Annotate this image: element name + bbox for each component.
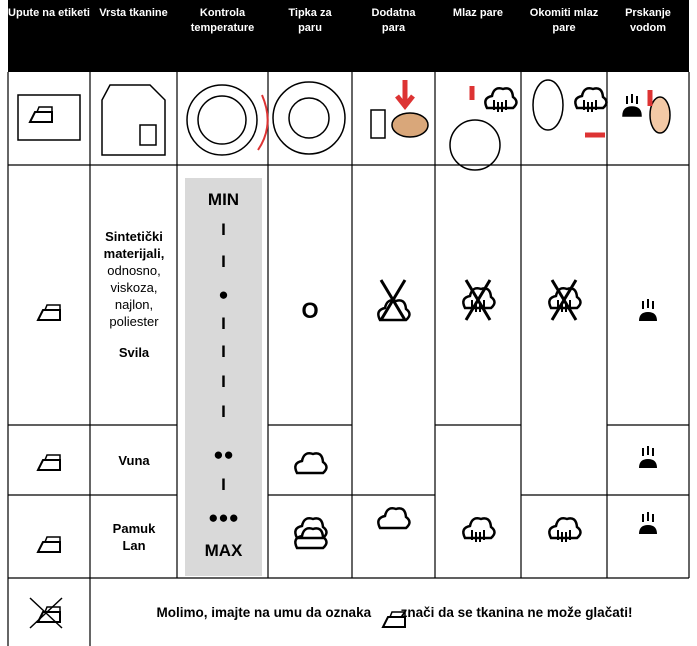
header: Mlaz pare: [452, 7, 504, 19]
header: Vrsta tkanine: [99, 7, 168, 19]
fabric: Vuna: [118, 453, 150, 468]
spray: [638, 298, 658, 322]
note-text: znači da se tkanina ne može glačati!: [400, 605, 633, 620]
iron-no-cross: [29, 597, 63, 629]
header: Tipka za paru: [288, 7, 332, 34]
spray: [638, 445, 658, 469]
scale-mark: I: [221, 220, 226, 239]
header-bg: [8, 0, 689, 72]
body-icons: [29, 278, 658, 629]
fabric-line: Pamuk: [112, 521, 156, 536]
scale-mark: I: [221, 475, 226, 494]
x: [550, 278, 578, 322]
iron-1dot: [37, 304, 61, 321]
temp-bar: [185, 178, 262, 576]
fabric-line: Lan: [122, 538, 146, 553]
steam-button: O: [301, 298, 319, 323]
fabric-text: odnosno, viskoza, najlon, poliester: [107, 263, 161, 329]
picture-row: [17, 79, 671, 171]
scale-mark: I: [221, 402, 226, 421]
extra-steam-on: [377, 507, 411, 530]
scale-mark: MAX: [204, 541, 243, 560]
scale-mark: ●●: [213, 445, 234, 464]
spray: [638, 511, 658, 535]
grid: [7, 72, 690, 646]
iron-3dot: [37, 536, 61, 553]
scale-mark: I: [221, 342, 226, 361]
header: Kontrola temperature: [190, 7, 255, 34]
header: Upute na etiketi: [8, 7, 90, 19]
fabric-bold: Sintetički materijali,: [103, 229, 165, 261]
x: [464, 278, 492, 322]
header: Dodatna para: [371, 7, 416, 34]
note-text: Molimo, imajte na umu da oznaka: [156, 605, 372, 620]
fabric-extra: Svila: [118, 345, 150, 360]
scale-mark: I: [221, 252, 226, 271]
scale-mark: ●: [218, 285, 229, 304]
scale-mark: I: [221, 372, 226, 391]
scale-mark: I: [221, 314, 226, 333]
note: Molimo, imajte na umu da oznaka znači da…: [100, 604, 689, 621]
iron-2dot: [37, 454, 61, 471]
scale-mark: ●●●: [208, 508, 239, 527]
header: Okomiti mlaz pare: [529, 7, 599, 34]
scale-mark: MIN: [207, 190, 240, 209]
header: Prskanje vodom: [625, 7, 671, 34]
vertical-jet-on: [549, 518, 580, 542]
jet-on: [463, 518, 494, 542]
steam-low: [294, 452, 328, 475]
fabric: Pamuk Lan: [92, 520, 176, 554]
fabric: Sintetički materijali, odnosno, viskoza,…: [92, 228, 176, 361]
